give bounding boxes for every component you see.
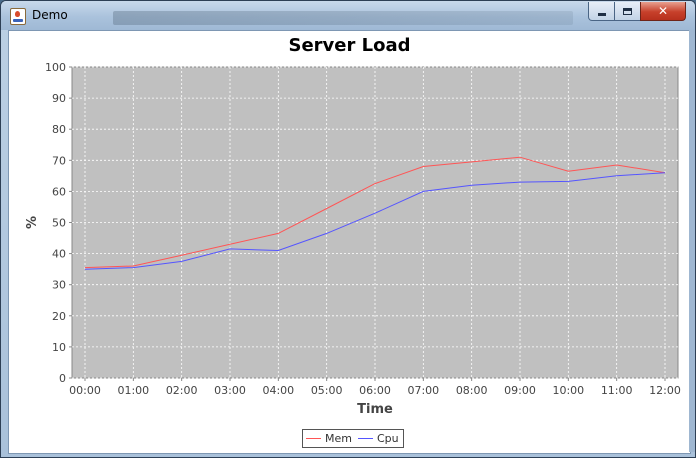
java-app-icon[interactable] (10, 8, 26, 25)
y-tick-label: 70 (52, 154, 66, 167)
title-bar[interactable]: Demo ✕ (1, 1, 695, 30)
background-window-title-ghost (113, 11, 573, 25)
y-tick-label: 80 (52, 123, 66, 136)
close-button[interactable]: ✕ (640, 2, 686, 21)
y-tick-label: 60 (52, 185, 66, 198)
x-tick-label: 05:00 (311, 384, 343, 397)
x-axis-label: Time (357, 402, 393, 417)
x-tick-label: 10:00 (552, 384, 584, 397)
y-tick-label: 0 (59, 372, 66, 385)
window-right-edge (689, 30, 695, 452)
x-tick-label: 11:00 (601, 384, 633, 397)
close-icon: ✕ (657, 4, 669, 18)
legend-item-cpu: Cpu (357, 432, 399, 445)
x-tick-label: 07:00 (407, 384, 439, 397)
x-tick-label: 08:00 (456, 384, 488, 397)
legend-item-mem: Mem (306, 432, 352, 445)
series-line-cpu (84, 172, 666, 270)
chart-panel: Server Load 0 10 20 30 40 50 60 70 80 90 100 00:00 0… (8, 30, 691, 454)
y-tick-label: 100 (45, 61, 66, 74)
chart-title: Server Load (288, 35, 411, 56)
chart-legend: Mem Cpu (302, 429, 404, 448)
line-chart: 0 10 20 30 40 50 60 70 80 90 100 00:00 01:00 02:00 03:… (25, 61, 681, 417)
x-tick-label: 09:00 (504, 384, 536, 397)
window-title: Demo (32, 8, 68, 22)
x-tick-label: 03:00 (214, 384, 246, 397)
x-tick-label: 06:00 (359, 384, 391, 397)
series-line-mem (84, 156, 666, 269)
legend-label: Mem (325, 432, 352, 445)
x-tick-label: 00:00 (69, 384, 101, 397)
y-tick-label: 50 (52, 217, 66, 230)
maximize-button[interactable] (614, 2, 641, 21)
y-tick-label: 10 (52, 341, 66, 354)
minimize-button[interactable] (588, 2, 615, 21)
y-axis-label: % (25, 216, 40, 229)
legend-swatch (306, 438, 321, 439)
minimize-icon (597, 12, 606, 16)
y-tick-label: 40 (52, 248, 66, 261)
x-tick-label: 02:00 (166, 384, 198, 397)
y-tick-label: 30 (52, 279, 66, 292)
y-tick-label: 20 (52, 310, 66, 323)
maximize-icon (623, 7, 632, 15)
x-tick-label: 01:00 (117, 384, 149, 397)
x-tick-label: 12:00 (649, 384, 681, 397)
legend-swatch (357, 438, 373, 439)
y-tick-label: 90 (52, 92, 66, 105)
x-tick-label: 04:00 (262, 384, 294, 397)
legend-label: Cpu (376, 432, 399, 445)
